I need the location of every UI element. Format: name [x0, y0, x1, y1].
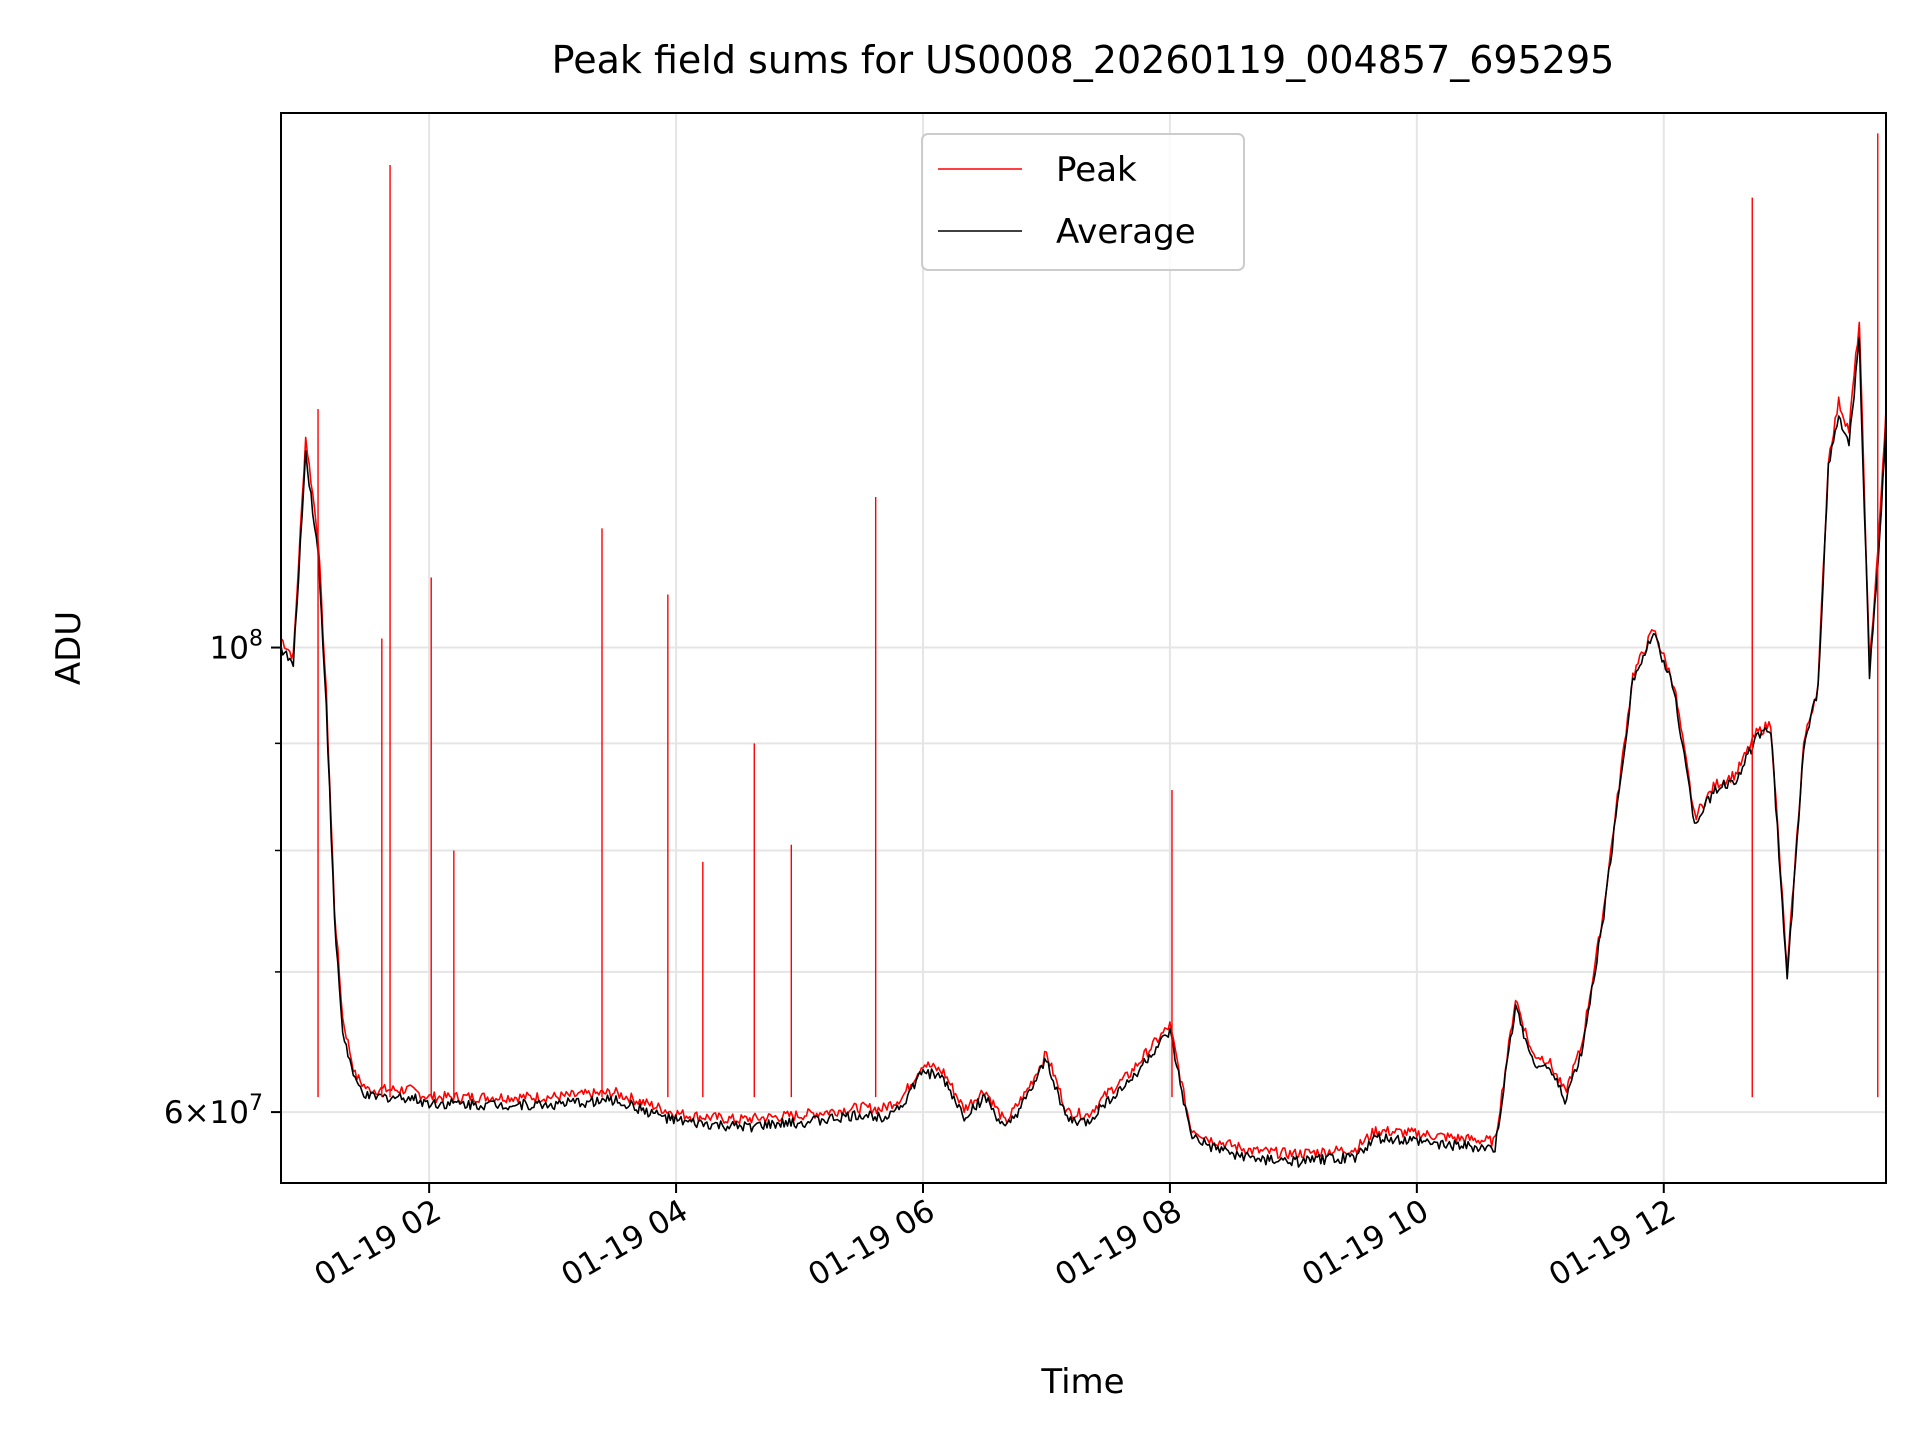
y-tick-label: 6×107	[164, 1091, 263, 1131]
legend: Peak Average	[921, 133, 1245, 271]
legend-box	[921, 133, 1245, 271]
grid-lines	[281, 113, 1886, 1183]
y-axis-ticks: 6×107 108	[164, 627, 281, 1131]
y-axis-label: ADU	[49, 611, 89, 685]
series-line-average	[281, 336, 1886, 1168]
x-axis-label: Time	[1040, 1362, 1124, 1402]
legend-peak-label: Peak	[1056, 150, 1137, 190]
series-layer	[281, 133, 1886, 1168]
legend-average-label: Average	[1056, 212, 1196, 252]
chart-title: Peak field sums for US0008_20260119_0048…	[552, 38, 1615, 82]
y-tick-label: 108	[210, 627, 263, 667]
plot-area	[281, 133, 1886, 1168]
